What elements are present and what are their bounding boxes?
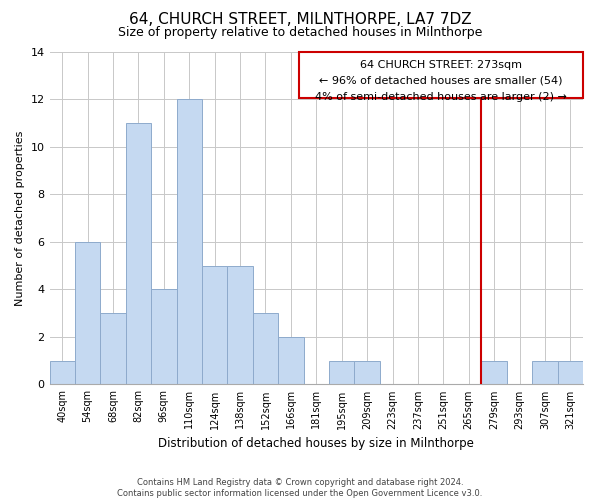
Bar bbox=[176, 99, 202, 384]
Bar bbox=[557, 360, 583, 384]
Bar bbox=[253, 313, 278, 384]
Bar bbox=[227, 266, 253, 384]
Text: 64, CHURCH STREET, MILNTHORPE, LA7 7DZ: 64, CHURCH STREET, MILNTHORPE, LA7 7DZ bbox=[128, 12, 472, 28]
Text: Size of property relative to detached houses in Milnthorpe: Size of property relative to detached ho… bbox=[118, 26, 482, 39]
Text: Contains HM Land Registry data © Crown copyright and database right 2024.
Contai: Contains HM Land Registry data © Crown c… bbox=[118, 478, 482, 498]
Y-axis label: Number of detached properties: Number of detached properties bbox=[15, 130, 25, 306]
Text: 4% of semi-detached houses are larger (2) →: 4% of semi-detached houses are larger (2… bbox=[315, 92, 567, 102]
Bar bbox=[75, 242, 100, 384]
Text: 64 CHURCH STREET: 273sqm: 64 CHURCH STREET: 273sqm bbox=[360, 60, 522, 70]
Bar bbox=[355, 360, 380, 384]
Bar bbox=[202, 266, 227, 384]
Bar bbox=[50, 360, 75, 384]
Bar bbox=[151, 290, 176, 384]
Bar bbox=[532, 360, 557, 384]
Text: ← 96% of detached houses are smaller (54): ← 96% of detached houses are smaller (54… bbox=[319, 76, 563, 86]
Bar bbox=[329, 360, 355, 384]
FancyBboxPatch shape bbox=[299, 52, 583, 98]
Bar bbox=[481, 360, 507, 384]
Bar bbox=[126, 123, 151, 384]
Bar bbox=[100, 313, 126, 384]
X-axis label: Distribution of detached houses by size in Milnthorpe: Distribution of detached houses by size … bbox=[158, 437, 474, 450]
Bar bbox=[278, 337, 304, 384]
